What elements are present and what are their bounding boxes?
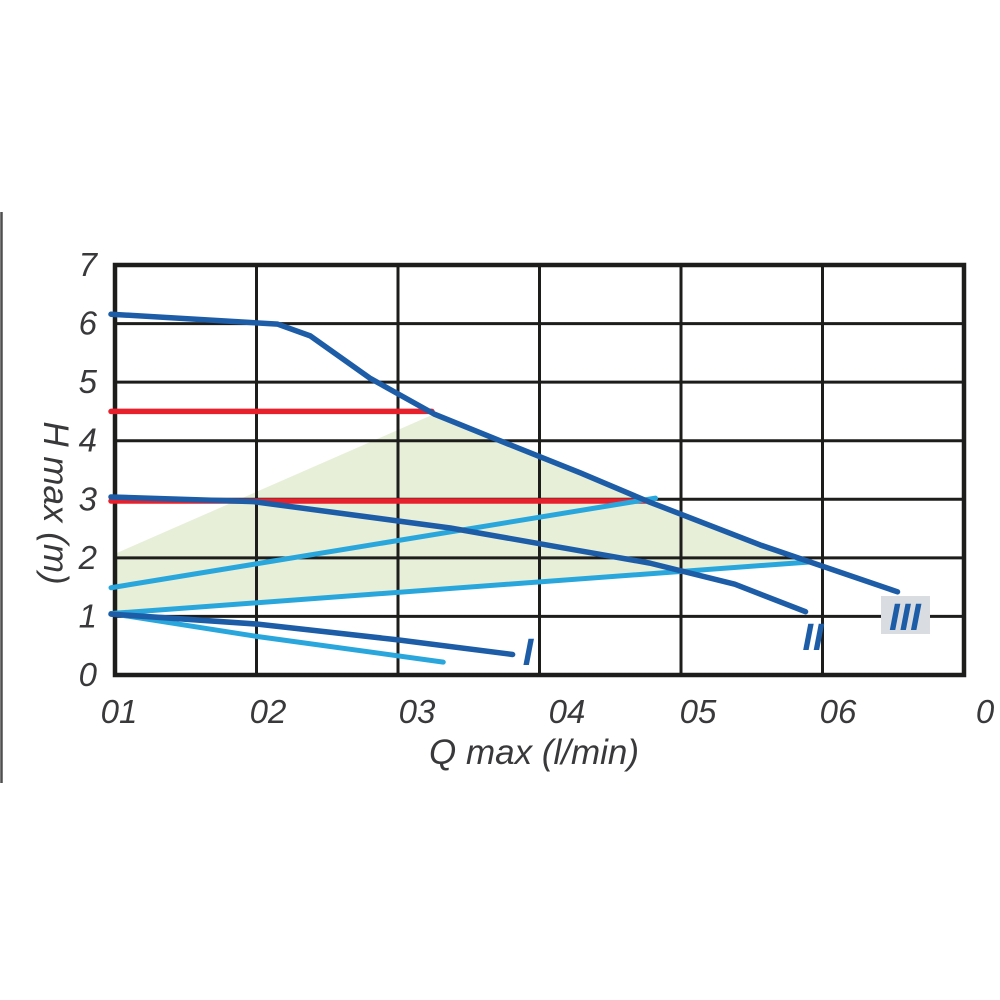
y-axis-ticks: 7 6 5 4 3 2 1 0 bbox=[78, 246, 99, 693]
x-tick-03: 03 bbox=[399, 693, 436, 730]
curve-II-line bbox=[108, 494, 809, 615]
y-tick-6: 6 bbox=[79, 305, 98, 342]
y-tick-4: 4 bbox=[79, 422, 97, 459]
plot-border bbox=[112, 262, 967, 678]
curve-iii-label-box bbox=[881, 596, 930, 634]
y-tick-2: 2 bbox=[78, 539, 97, 576]
curve-iii-label: III bbox=[889, 597, 922, 639]
curve-ii-label: II bbox=[802, 617, 825, 659]
series-layer bbox=[108, 311, 901, 665]
y-tick-7: 7 bbox=[79, 246, 99, 283]
operating-range-area bbox=[115, 413, 810, 613]
aux-falling-line bbox=[108, 611, 446, 665]
x-tick-04: 04 bbox=[549, 693, 586, 730]
shaded-region-layer bbox=[115, 413, 810, 613]
curve-I-line bbox=[108, 611, 516, 658]
y-tick-1: 1 bbox=[79, 597, 97, 634]
x-tick-05: 05 bbox=[680, 693, 717, 730]
x-tick-02: 02 bbox=[250, 693, 287, 730]
y-tick-3: 3 bbox=[79, 480, 98, 517]
y-tick-0: 0 bbox=[79, 656, 98, 693]
x-axis-ticks: 01 02 03 04 05 06 0 bbox=[101, 693, 995, 730]
curve-i-label: I bbox=[523, 632, 535, 674]
y-axis-title: H max (m) bbox=[36, 421, 75, 584]
aux-rising-upper-line bbox=[108, 495, 659, 591]
x-axis-title: Q max (l/min) bbox=[429, 733, 639, 772]
x-tick-06: 06 bbox=[820, 693, 857, 730]
grid-layer bbox=[112, 262, 967, 678]
curve-III-line bbox=[108, 311, 901, 595]
x-tick-01: 01 bbox=[101, 693, 138, 730]
x-tick-0: 0 bbox=[976, 693, 995, 730]
y-tick-5: 5 bbox=[79, 363, 98, 400]
aux-rising-lower-line bbox=[108, 559, 813, 617]
